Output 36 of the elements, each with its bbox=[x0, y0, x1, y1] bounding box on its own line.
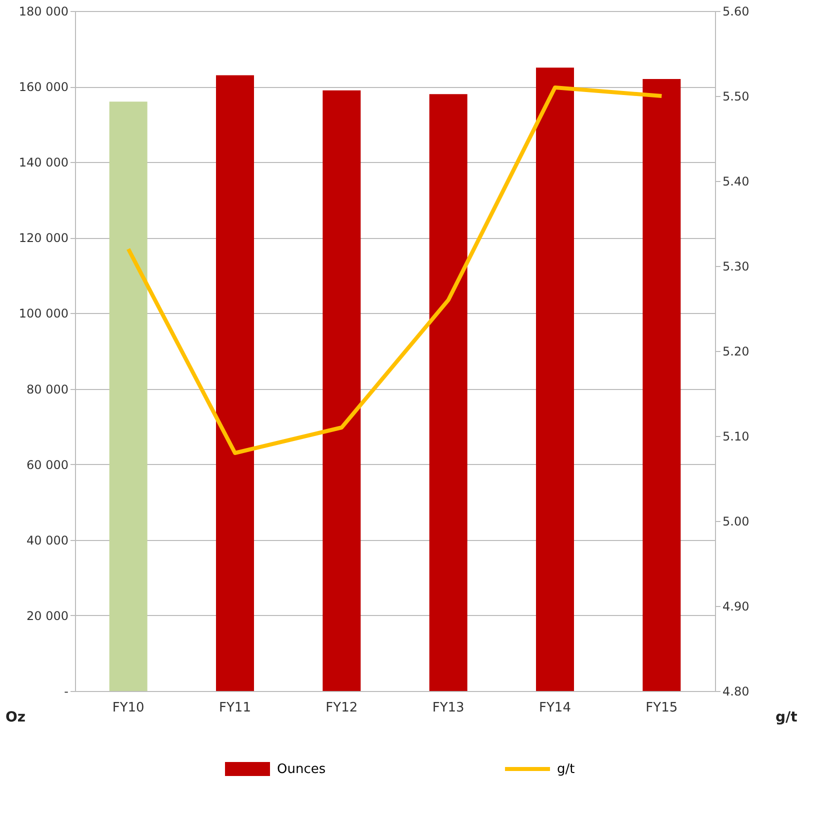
x-tick-label: FY13 bbox=[432, 700, 464, 716]
legend-label: Ounces bbox=[277, 762, 326, 777]
y-tick-label: 180 000 bbox=[18, 4, 68, 18]
y2-axis-title: g/t bbox=[776, 710, 798, 726]
y2-tick-label: 5.00 bbox=[722, 514, 750, 528]
legend-label: g/t bbox=[557, 762, 575, 777]
bar bbox=[109, 102, 148, 691]
y2-tick-label: 5.30 bbox=[722, 260, 750, 274]
y-tick-label: 160 000 bbox=[18, 80, 68, 94]
y2-tick-label: 4.80 bbox=[722, 684, 750, 698]
y2-tick-label: 5.40 bbox=[722, 174, 750, 188]
bar bbox=[429, 94, 468, 691]
y2-tick-label: 4.90 bbox=[722, 600, 750, 614]
y2-tick-label: 5.60 bbox=[722, 4, 750, 18]
y-tick-label: 40 000 bbox=[26, 533, 68, 548]
y-tick-label: - bbox=[64, 684, 68, 698]
bar bbox=[322, 90, 361, 691]
x-tick-label: FY15 bbox=[646, 700, 678, 716]
y-axis-title: Oz bbox=[6, 710, 26, 726]
x-tick-label: FY14 bbox=[539, 700, 571, 716]
bar bbox=[216, 75, 254, 691]
line-series bbox=[126, 86, 664, 455]
bar bbox=[536, 68, 574, 691]
y2-tick-label: 5.20 bbox=[722, 344, 750, 358]
bar bbox=[642, 79, 681, 691]
x-tick-label: FY11 bbox=[219, 700, 251, 716]
y-tick-label: 120 000 bbox=[18, 231, 68, 246]
y-tick-label: 140 000 bbox=[18, 156, 68, 170]
y2-tick-label: 5.10 bbox=[722, 430, 750, 444]
y2-tick-label: 5.50 bbox=[722, 90, 750, 104]
y-tick-label: 20 000 bbox=[26, 608, 68, 623]
x-tick-label: FY10 bbox=[112, 700, 144, 716]
x-tick-label: FY12 bbox=[326, 700, 358, 716]
y-tick-label: 60 000 bbox=[26, 458, 68, 472]
y-tick-label: 80 000 bbox=[26, 382, 68, 396]
y-tick-label: 100 000 bbox=[18, 306, 68, 321]
